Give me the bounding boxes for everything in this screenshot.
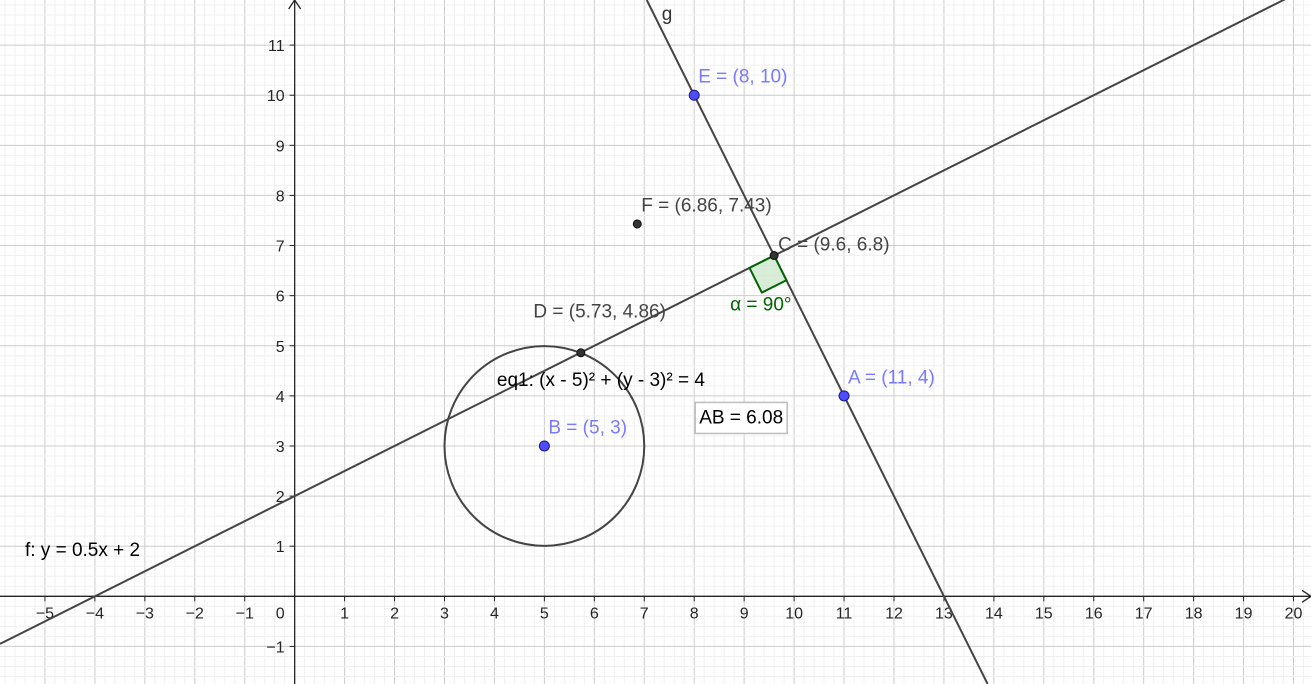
line-f[interactable] [0,0,1311,645]
x-tick-label: 17 [1135,605,1153,622]
x-tick-label: 15 [1035,605,1053,622]
x-tick-label: 20 [1285,605,1303,622]
x-tick-label: 13 [935,605,953,622]
x-tick-label: −3 [136,605,154,622]
y-tick-label: −1 [266,639,284,656]
x-tick-label: 7 [640,605,649,622]
point-D[interactable] [576,348,586,358]
x-tick-label: 12 [885,605,903,622]
y-tick-label: 1 [276,539,285,556]
points: E = (8, 10) A = (11, 4) B = (5, 3) C = (9.6… [533,67,935,452]
x-tick-label: −4 [86,605,104,622]
line-f-label[interactable]: f: y = 0.5x + 2 [25,540,140,561]
x-tick-label: 6 [590,605,599,622]
point-E-label[interactable]: E = (8, 10) [698,67,787,88]
x-axis-ticks: −5 −4 −3 −2 −1 1 2 3 4 5 6 7 8 9 10 11 12 13 14 15 16 17 18 19 2… [36,596,1303,622]
ab-distance-text[interactable]: AB = 6.08 [699,407,783,428]
x-tick-label: 9 [740,605,749,622]
point-F[interactable] [632,219,642,229]
origin-label: 0 [276,605,285,622]
y-tick-label: 11 [268,38,285,55]
x-tick-label: 11 [836,605,853,622]
point-B[interactable] [538,440,550,452]
line-g[interactable] [645,0,989,684]
y-tick-label: 2 [276,489,285,506]
point-E[interactable] [688,89,700,101]
point-D-label[interactable]: D = (5.73, 4.86) [533,302,666,323]
y-tick-label: 8 [276,188,285,205]
line-g-label[interactable]: g [662,4,673,25]
y-tick-label: 4 [276,389,285,406]
x-tick-label: 1 [340,605,349,622]
y-tick-label: 5 [276,339,285,356]
point-A[interactable] [838,390,850,402]
point-B-label[interactable]: B = (5, 3) [548,417,627,438]
circle-eq1[interactable] [443,345,646,547]
y-tick-label: 6 [276,289,285,306]
circle-eq1-label[interactable]: eq1: (x - 5)² + (y - 3)² = 4 [497,370,705,391]
x-tick-label: −1 [236,605,254,622]
y-tick-label: 10 [267,88,285,105]
point-F-label[interactable]: F = (6.86, 7.43) [641,195,771,216]
x-tick-label: 10 [785,605,803,622]
x-tick-label: 2 [390,605,399,622]
x-tick-label: 16 [1085,605,1103,622]
x-tick-label: 5 [540,605,549,622]
y-tick-label: 3 [276,439,285,456]
x-tick-label: 8 [690,605,699,622]
x-tick-label: −5 [36,605,54,622]
x-tick-label: 4 [490,605,499,622]
point-C[interactable] [769,251,779,261]
x-axis-arrow-icon [1301,589,1311,603]
x-tick-label: 3 [440,605,449,622]
x-tick-label: −2 [186,605,204,622]
y-axis-ticks: −1 1 2 3 4 5 6 7 8 9 10 11 [266,38,295,656]
x-tick-label: 18 [1185,605,1203,622]
x-tick-label: 14 [985,605,1003,622]
point-A-label[interactable]: A = (11, 4) [848,367,935,388]
ab-text-box[interactable] [694,401,788,435]
angle-alpha-label[interactable]: α = 90° [730,295,791,316]
y-tick-label: 9 [276,138,285,155]
right-angle-marker[interactable] [748,254,788,294]
y-tick-label: 7 [276,239,285,256]
point-C-label[interactable]: C = (9.6, 6.8) [778,235,889,256]
x-tick-label: 19 [1235,605,1253,622]
y-axis-arrow-icon [288,0,302,10]
